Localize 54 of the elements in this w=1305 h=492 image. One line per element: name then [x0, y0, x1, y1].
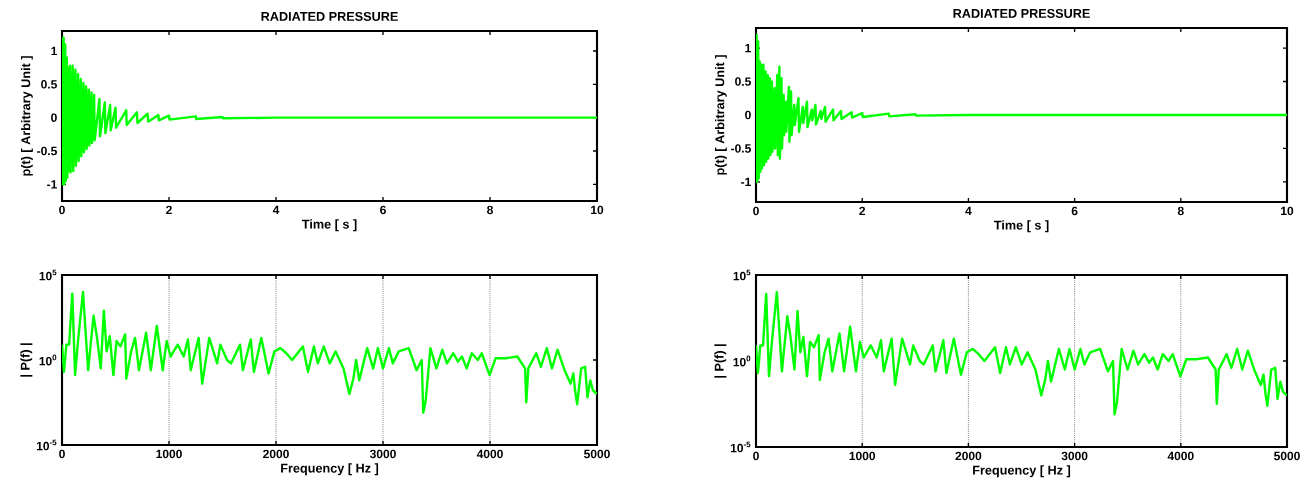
x-tick-label: 2000	[263, 449, 289, 459]
line-series	[756, 290, 1287, 416]
x-tick-label: 5000	[584, 449, 610, 459]
x-tick-label: 1000	[156, 449, 182, 459]
y-tick-label: 0	[745, 110, 751, 120]
x-tick-label: 4	[272, 205, 280, 214]
y-tick-label: 1	[51, 46, 57, 56]
x-tick-label: 0	[59, 205, 65, 215]
x-tick-label: 4	[965, 206, 972, 215]
chart-title: RADIATED PRESSURE	[261, 11, 398, 21]
y-axis-title: p(t) [ Arbitrary Unit ]	[714, 55, 727, 175]
x-tick-label: 6	[380, 205, 386, 215]
x-tick-label: 0	[753, 451, 759, 461]
y-tick-label: 0.5	[41, 80, 57, 89]
y-tick-label: -0.5	[37, 146, 57, 156]
y-tick-label: -0.5	[731, 144, 751, 153]
x-tick-label: 10	[1281, 206, 1294, 216]
y-tick-label: 0	[51, 113, 57, 122]
y-tick-label: 10$^{5}$	[733, 269, 751, 281]
x-tick-label: 8	[487, 205, 493, 215]
x-tick-label: 6	[1071, 206, 1078, 216]
x-tick-label: 0	[59, 449, 65, 459]
x-axis-title: Time [ s ]	[301, 219, 357, 232]
line-series	[62, 36, 598, 186]
x-tick-label: 2	[166, 205, 172, 215]
x-axis-title: Frequency [ Hz ]	[973, 465, 1071, 478]
y-tick-label: 10$^{0}$	[39, 354, 57, 366]
x-axis-title: Time [ s ]	[993, 220, 1049, 233]
x-tick-label: 5000	[1274, 451, 1300, 461]
y-axis-title: | P(f) |	[20, 343, 33, 377]
x-tick-label: 8	[1177, 206, 1184, 216]
y-tick-label: 0.5	[735, 77, 751, 86]
y-tick-label: -1	[741, 177, 751, 187]
y-tick-label: 10$^{-5}$	[730, 441, 751, 453]
y-tick-label: 1	[745, 43, 751, 53]
y-tick-label: 10$^{-5}$	[36, 439, 57, 451]
x-tick-label: 4000	[476, 449, 503, 459]
x-tick-label: 3000	[369, 449, 396, 459]
y-tick-label: -1	[47, 180, 57, 189]
y-tick-label: 10$^{5}$	[39, 269, 57, 281]
x-tick-label: 1000	[849, 451, 876, 461]
line-series	[756, 33, 1287, 184]
y-axis-title: | P(f) |	[714, 344, 727, 378]
line-series	[62, 290, 598, 414]
x-tick-label: 4000	[1167, 451, 1194, 461]
x-tick-label: 2000	[955, 451, 982, 461]
x-axis-title: Frequency [ Hz ]	[281, 463, 379, 476]
x-tick-label: 0	[753, 206, 759, 216]
chart-title: RADIATED PRESSURE	[953, 8, 1090, 18]
x-tick-label: 3000	[1061, 451, 1088, 461]
x-tick-label: 10	[591, 205, 604, 215]
x-tick-label: 2	[859, 206, 866, 216]
y-axis-title: p(t) [ Arbitrary Unit ]	[21, 56, 33, 176]
y-tick-label: 10$^{0}$	[733, 355, 751, 367]
